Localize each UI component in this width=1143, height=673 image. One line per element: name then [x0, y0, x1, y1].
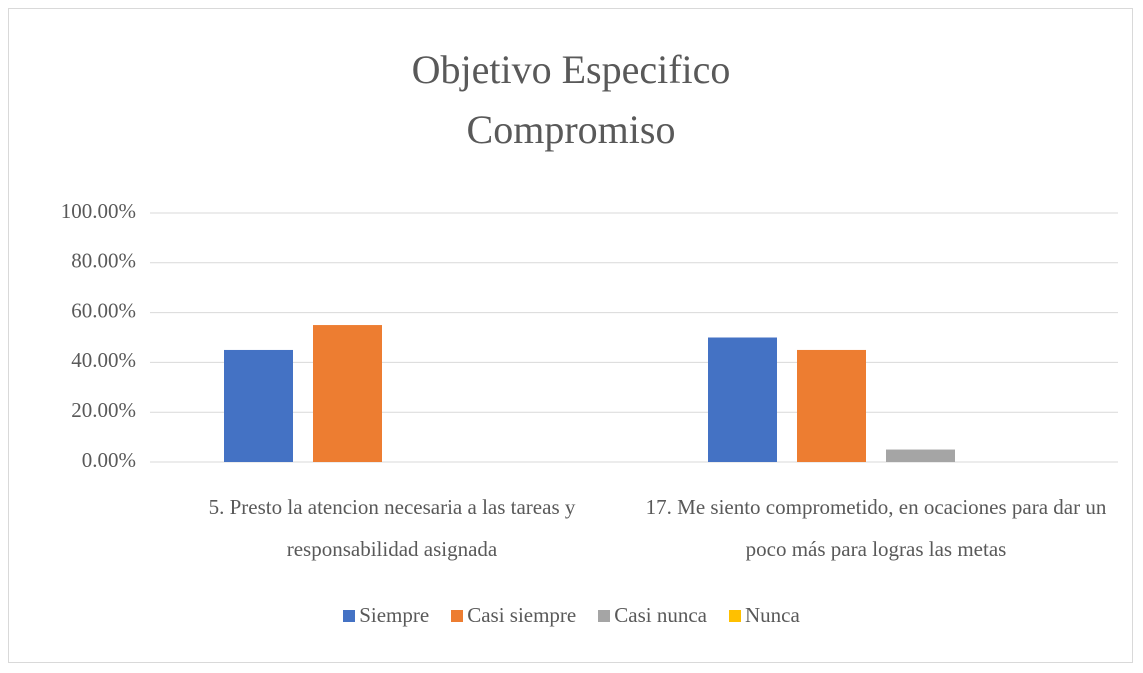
y-tick-label: 100.00% [61, 199, 136, 223]
legend-label: Casi siempre [467, 603, 577, 627]
legend-swatch [728, 609, 741, 622]
legend-swatch [451, 609, 464, 622]
legend-label: Casi nunca [614, 603, 707, 627]
x-tick-label: 17. Me siento comprometido, en ocaciones… [645, 495, 1107, 561]
legend-item: Casi siempre [451, 603, 576, 628]
bar [313, 325, 382, 462]
y-tick-label: 40.00% [71, 348, 136, 372]
legend-item: Casi nunca [598, 603, 707, 628]
legend-label: Nunca [744, 603, 800, 627]
chart-frame [8, 8, 1133, 663]
chart-title: Objetivo Especifico Compromiso [411, 47, 731, 152]
legend-label: Siempre [359, 603, 430, 627]
bar [224, 349, 293, 462]
legend-swatch [598, 609, 611, 622]
legend-item: Siempre [343, 603, 429, 628]
x-tick-label: 5. Presto la atencion necesaria a las ta… [208, 495, 576, 561]
bar [797, 349, 866, 462]
y-tick-label: 80.00% [71, 249, 136, 273]
y-tick-label: 60.00% [71, 298, 136, 322]
legend: Siempre Casi siempre Casi nunca Nunca [0, 603, 1143, 628]
y-tick-label: 0.00% [82, 448, 136, 472]
legend-item: Nunca [728, 603, 800, 628]
bar [708, 337, 777, 462]
legend-swatch [343, 609, 356, 622]
bar [886, 449, 955, 462]
y-tick-label: 20.00% [71, 398, 136, 422]
